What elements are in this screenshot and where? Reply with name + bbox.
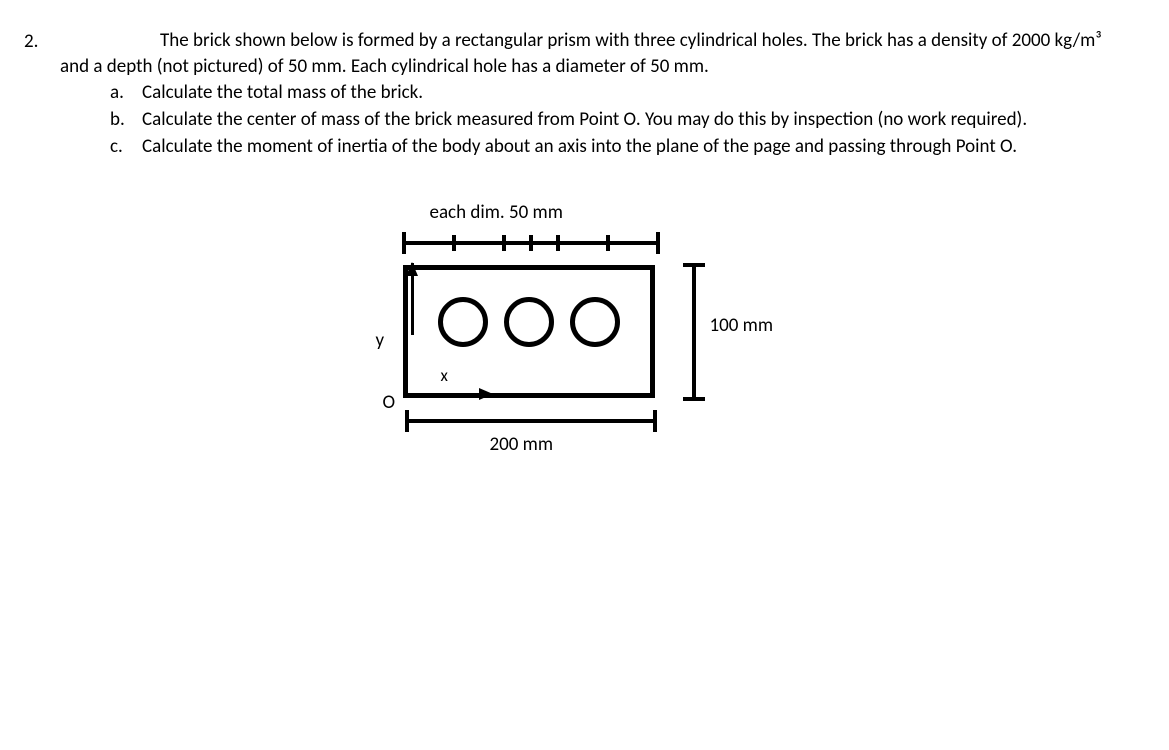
brick-diagram: each dim. 50 mm y x O 100 mm	[345, 201, 825, 491]
part-b: b. Calculate the center of mass of the b…	[110, 107, 1104, 133]
diagram-container: each dim. 50 mm y x O 100 mm	[0, 201, 1169, 491]
hole-3	[570, 297, 620, 347]
problem-parts: a. Calculate the total mass of the brick…	[110, 80, 1104, 159]
bottom-dimension-label: 200 mm	[490, 433, 554, 456]
part-letter: a.	[110, 80, 142, 106]
top-scale	[400, 229, 662, 257]
y-axis-label: y	[376, 329, 385, 352]
problem-intro: The brick shown below is formed by a rec…	[60, 28, 1109, 79]
top-caption: each dim. 50 mm	[430, 201, 563, 224]
right-dimension	[680, 261, 708, 403]
bottom-dimension	[403, 407, 659, 435]
part-text: Calculate the moment of inertia of the b…	[142, 134, 1104, 160]
origin-label: O	[383, 391, 396, 414]
part-letter: c.	[110, 134, 142, 160]
x-axis-label: x	[441, 365, 448, 386]
x-axis-arrow	[407, 393, 492, 396]
hole-1	[438, 297, 488, 347]
problem-number: 2.	[24, 30, 38, 53]
part-text: Calculate the total mass of the brick.	[142, 80, 1104, 106]
part-letter: b.	[110, 107, 142, 133]
part-text: Calculate the center of mass of the bric…	[142, 107, 1104, 133]
right-dimension-label: 100 mm	[710, 314, 774, 337]
part-c: c. Calculate the moment of inertia of th…	[110, 134, 1104, 160]
y-axis-arrow	[411, 263, 414, 335]
part-a: a. Calculate the total mass of the brick…	[110, 80, 1104, 106]
hole-2	[504, 297, 554, 347]
